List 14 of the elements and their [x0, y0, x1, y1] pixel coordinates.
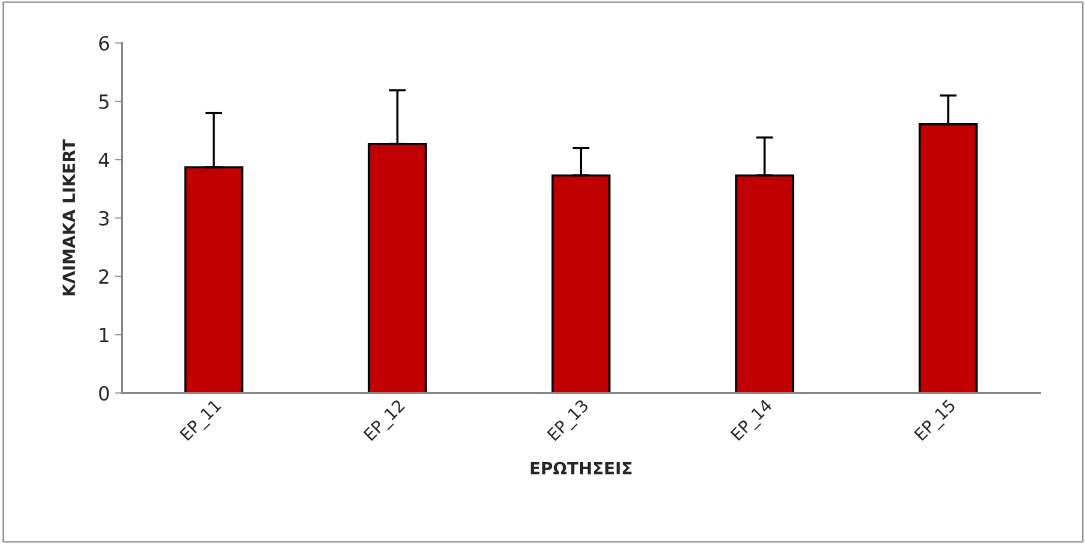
- bar: [367, 142, 427, 393]
- bar: [918, 123, 978, 393]
- y-tick-label: 3: [99, 210, 109, 226]
- y-tick-label: 6: [99, 35, 109, 51]
- bar: [551, 174, 611, 393]
- x-axis-title: ΕΡΩΤΗΣΕΙΣ: [530, 461, 632, 475]
- y-tick-label: 1: [99, 327, 109, 343]
- bar: [184, 166, 244, 393]
- y-tick-label: 5: [99, 94, 109, 109]
- y-axis-title: ΚΛΙΜΑΚΑ LIKERT: [62, 139, 75, 296]
- y-tick-label: 2: [99, 269, 109, 284]
- y-tick-label: 0: [99, 385, 109, 401]
- y-tick-label: 4: [98, 152, 110, 168]
- bar: [735, 174, 795, 393]
